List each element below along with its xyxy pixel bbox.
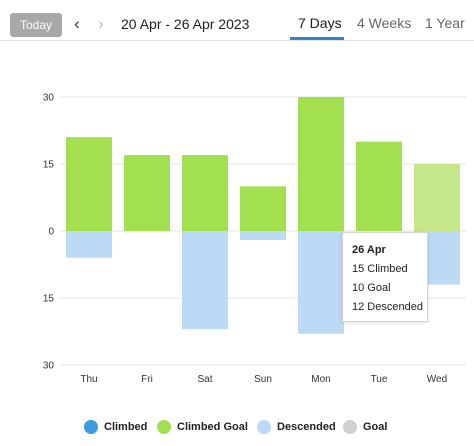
- toolbar-divider: [0, 40, 474, 41]
- bar-climbed-sun: [240, 186, 286, 231]
- y-tick-label: 15: [43, 160, 55, 171]
- chevron-left-icon[interactable]: ‹: [74, 14, 80, 33]
- tooltip-goal: 10 Goal: [352, 282, 391, 294]
- bar-climbed-tue: [356, 141, 402, 231]
- bar-descended-thu: [66, 231, 112, 258]
- tab-4-weeks[interactable]: 4 Weeks: [357, 15, 412, 31]
- legend-label-goal: Goal: [363, 421, 388, 433]
- legend-dot-climbed-goal: [157, 420, 171, 434]
- x-tick-label-fri: Fri: [141, 374, 153, 385]
- date-range-label: 20 Apr - 26 Apr 2023: [121, 16, 250, 32]
- legend-item-descended[interactable]: Descended: [257, 420, 336, 436]
- legend-item-climbed[interactable]: Climbed: [84, 420, 147, 436]
- chart-labels: 30 15 0 15 30 Thu Fri Sat Sun Mon Tue Wed: [43, 93, 447, 386]
- legend-dot-climbed: [84, 420, 98, 434]
- legend-label-climbed: Climbed: [104, 421, 148, 433]
- bar-climbed-fri: [124, 155, 170, 231]
- chart-toolbar: Today ‹ › 20 Apr - 26 Apr 2023 7 Days 4 …: [0, 0, 474, 42]
- tab-7-days[interactable]: 7 Days: [298, 15, 342, 31]
- chart-tooltip: 26 Apr 15 Climbed 10 Goal 12 Descended: [342, 232, 428, 322]
- y-tick-label: 30: [43, 93, 55, 104]
- legend-label-climbed-goal: Climbed Goal: [177, 421, 248, 433]
- x-tick-label-thu: Thu: [80, 374, 97, 385]
- bar-climbed-sat: [182, 155, 228, 231]
- tab-1-year[interactable]: 1 Year: [425, 15, 465, 31]
- bar-descended-sun: [240, 231, 286, 240]
- tooltip-descended: 12 Descended: [352, 301, 423, 313]
- legend-dot-descended: [257, 420, 271, 434]
- bar-descended-sat: [182, 231, 228, 330]
- x-tick-label-sun: Sun: [254, 374, 272, 385]
- chart-legend: Climbed Climbed Goal Descended Goal: [0, 418, 474, 438]
- chevron-right-icon[interactable]: ›: [98, 14, 104, 33]
- legend-item-goal[interactable]: Goal: [343, 420, 387, 436]
- tooltip-climbed: 15 Climbed: [352, 263, 408, 275]
- legend-dot-goal: [343, 420, 357, 434]
- x-tick-label-tue: Tue: [371, 374, 388, 385]
- x-tick-label-wed: Wed: [427, 374, 447, 385]
- y-tick-label: 15: [43, 294, 55, 305]
- bar-descended-mon: [298, 231, 344, 334]
- bar-climbed-thu: [66, 137, 112, 231]
- bar-climbed-wed: [414, 164, 460, 231]
- bar-climbed-mon: [298, 97, 344, 231]
- legend-label-descended: Descended: [277, 421, 336, 433]
- x-tick-label-sat: Sat: [197, 374, 212, 385]
- tooltip-date: 26 Apr: [352, 244, 386, 256]
- active-tab-indicator: [290, 37, 344, 40]
- y-tick-label: 0: [48, 227, 54, 238]
- today-button[interactable]: Today: [10, 13, 62, 37]
- x-tick-label-mon: Mon: [311, 374, 330, 385]
- y-tick-label: 30: [43, 361, 55, 372]
- chart-bars: [66, 97, 460, 334]
- legend-item-climbed-goal[interactable]: Climbed Goal: [157, 420, 248, 436]
- elevation-bar-chart: 30 15 0 15 30 Thu Fri Sat Sun Mon Tue Wed: [43, 93, 466, 386]
